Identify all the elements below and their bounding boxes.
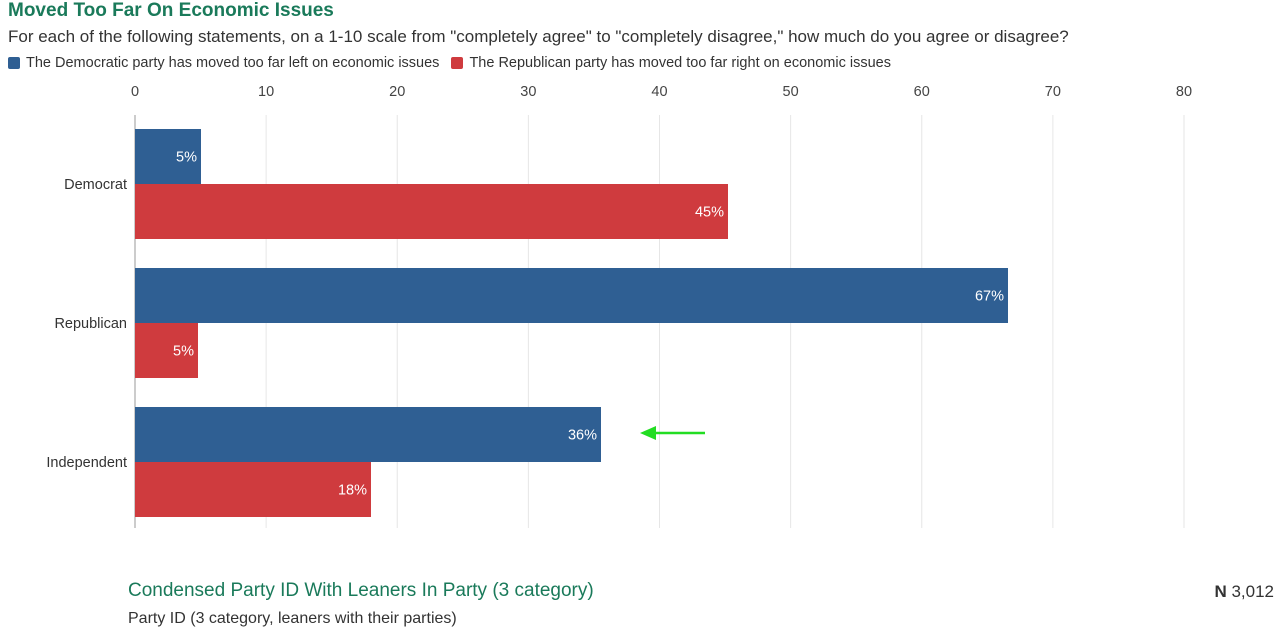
x-tick-label-20: 20 xyxy=(389,84,405,100)
legend-swatch-republican xyxy=(451,57,464,69)
x-tick-label-0: 0 xyxy=(131,84,139,100)
sample-size: N 3,012 xyxy=(1214,582,1274,602)
data-label-independent-series-1: 36% xyxy=(568,428,597,444)
x-tick-label-70: 70 xyxy=(1045,84,1061,100)
data-label-democrat-series-2: 45% xyxy=(695,205,724,221)
bar-democrat-series-1 xyxy=(135,129,201,184)
sample-size-value: 3,012 xyxy=(1231,582,1274,601)
bar-independent-series-2 xyxy=(135,462,371,517)
bar-republican-series-1 xyxy=(135,268,1008,323)
bar-independent-series-1 xyxy=(135,407,601,462)
legend: The Democratic party has moved too far l… xyxy=(8,55,903,71)
chart-title: Moved Too Far On Economic Issues xyxy=(8,0,334,21)
legend-item-republican[interactable]: The Republican party has moved too far r… xyxy=(451,55,891,71)
data-label-democrat-series-1: 5% xyxy=(176,150,197,166)
category-label-republican: Republican xyxy=(54,316,127,332)
x-tick-label-10: 10 xyxy=(258,84,274,100)
category-label-democrat: Democrat xyxy=(64,177,127,193)
footer-subtitle: Party ID (3 category, leaners with their… xyxy=(128,610,457,627)
x-tick-label-60: 60 xyxy=(914,84,930,100)
category-label-independent: Independent xyxy=(46,455,127,471)
bar-republican-series-2 xyxy=(135,323,198,378)
annotation-arrow-head xyxy=(640,426,656,440)
x-tick-label-80: 80 xyxy=(1176,84,1192,100)
sample-size-label: N xyxy=(1214,582,1227,601)
legend-label-republican: The Republican party has moved too far r… xyxy=(469,55,891,71)
data-label-independent-series-2: 18% xyxy=(338,483,367,499)
x-tick-label-30: 30 xyxy=(520,84,536,100)
bar-democrat-series-2 xyxy=(135,184,728,239)
legend-item-democratic[interactable]: The Democratic party has moved too far l… xyxy=(8,55,439,71)
legend-swatch-democratic xyxy=(8,57,20,69)
legend-label-democratic: The Democratic party has moved too far l… xyxy=(26,55,440,71)
footer-title: Condensed Party ID With Leaners In Party… xyxy=(128,580,594,601)
data-label-republican-series-1: 67% xyxy=(975,289,1004,305)
x-tick-label-50: 50 xyxy=(783,84,799,100)
data-label-republican-series-2: 5% xyxy=(173,344,194,360)
chart-subtitle: For each of the following statements, on… xyxy=(8,27,1069,46)
bar-chart: 0 10 20 30 40 50 60 70 80 Democrat 5% 45% Republican… xyxy=(46,84,1192,528)
x-tick-label-40: 40 xyxy=(651,84,667,100)
